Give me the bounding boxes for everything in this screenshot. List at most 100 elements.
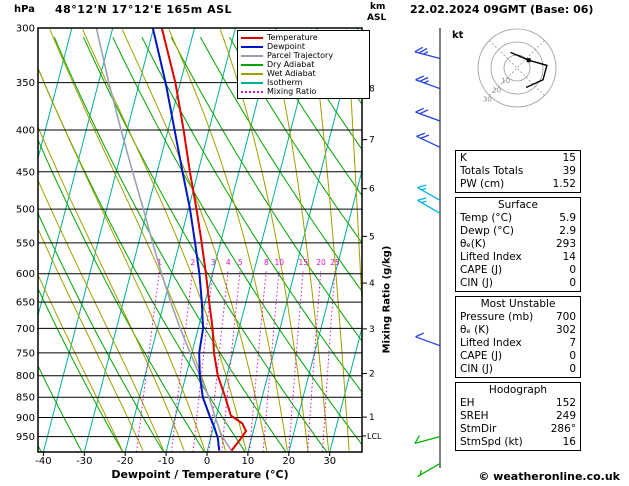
svg-text:10: 10 <box>501 77 510 85</box>
row-label: StmDir <box>460 423 497 435</box>
svg-text:700: 700 <box>16 324 35 335</box>
svg-text:800: 800 <box>16 371 35 382</box>
axis-tick-labels: 3003504004505005506006507007508008509009… <box>16 24 382 468</box>
row-value: 0 <box>569 363 576 375</box>
svg-text:-20: -20 <box>117 456 133 467</box>
legend-swatch <box>241 63 263 66</box>
table-row: Lifted Index 7 <box>456 337 580 350</box>
hodograph-table: Hodograph EH 152 SREH 249 StmDir 286° StmSp… <box>455 382 581 451</box>
row-value: 1.52 <box>552 178 576 190</box>
table-row: StmDir 286° <box>456 423 580 436</box>
svg-text:8: 8 <box>264 258 269 267</box>
row-label: Dewp (°C) <box>460 225 514 237</box>
svg-text:900: 900 <box>16 413 35 424</box>
row-value: 16 <box>562 436 576 448</box>
sounding-profiles <box>95 28 247 452</box>
table-row: EH 152 <box>456 397 580 410</box>
table-title: Hodograph <box>488 384 548 396</box>
table-row: PW (cm) 1.52 <box>456 178 580 191</box>
table-row: Pressure (mb) 700 <box>456 311 580 324</box>
credit: © weatheronline.co.uk <box>478 470 620 483</box>
row-label: θₑ (K) <box>460 324 490 336</box>
table-row: CAPE (J) 0 <box>456 264 580 277</box>
legend-item-label: Mixing Ratio <box>267 87 317 96</box>
legend-swatch <box>241 36 263 39</box>
svg-text:0: 0 <box>204 456 210 467</box>
row-label: Lifted Index <box>460 337 522 349</box>
row-value: 15 <box>562 152 576 164</box>
temperature-line <box>160 28 247 452</box>
row-value: 5.9 <box>559 212 576 224</box>
table-title: Surface <box>497 199 538 211</box>
table-row: Lifted Index 14 <box>456 251 580 264</box>
svg-text:1: 1 <box>157 258 162 267</box>
legend-swatch <box>241 45 263 48</box>
row-label: θₑ(K) <box>460 238 486 250</box>
plot-border <box>37 27 363 453</box>
mixing-ratio-axis-text: Mixing Ratio (g/kg) <box>381 245 393 354</box>
row-value: 302 <box>555 324 576 336</box>
row-value: 2.9 <box>559 225 576 237</box>
table-row: K 15 <box>456 152 580 165</box>
table-row: SREH 249 <box>456 410 580 423</box>
hodograph-trace <box>510 51 548 89</box>
row-label: Temp (°C) <box>460 212 513 224</box>
pressure-unit-label: hPa <box>14 4 35 15</box>
legend-swatch <box>241 81 263 84</box>
svg-text:3: 3 <box>369 325 375 335</box>
table-row: CAPE (J) 0 <box>456 350 580 363</box>
row-label: Totals Totals <box>460 165 524 177</box>
mixing-ratio-axis-title: Mixing Ratio (g/kg) <box>382 234 395 366</box>
table-row: Totals Totals 39 <box>456 165 580 178</box>
svg-text:15: 15 <box>299 258 309 267</box>
svg-text:4: 4 <box>369 279 375 289</box>
svg-text:300: 300 <box>16 24 35 35</box>
row-label: PW (cm) <box>460 178 505 190</box>
row-value: 0 <box>569 350 576 362</box>
table-row: CIN (J) 0 <box>456 363 580 376</box>
hodograph-storm-marker <box>526 58 531 63</box>
svg-text:30: 30 <box>323 456 336 467</box>
svg-text:30: 30 <box>483 96 492 104</box>
hodograph-unit-label: kt <box>452 30 464 41</box>
svg-text:400: 400 <box>16 125 35 136</box>
legend: Temperature Dewpoint Parcel Trajectory D… <box>237 30 370 99</box>
legend-item-label: Wet Adiabat <box>267 69 316 78</box>
row-label: SREH <box>460 410 489 422</box>
svg-text:8: 8 <box>369 85 375 95</box>
svg-text:-30: -30 <box>76 456 92 467</box>
svg-text:350: 350 <box>16 78 35 89</box>
legend-item: Wet Adiabat <box>241 69 366 78</box>
row-label: CAPE (J) <box>460 350 503 362</box>
row-value: 0 <box>569 264 576 276</box>
x-axis-title: Dewpoint / Temperature (°C) <box>111 468 289 481</box>
svg-text:450: 450 <box>16 167 35 178</box>
legend-item: Dry Adiabat <box>241 60 366 69</box>
svg-text:500: 500 <box>16 205 35 216</box>
svg-text:750: 750 <box>16 348 35 359</box>
row-label: CIN (J) <box>460 277 493 289</box>
svg-text:20: 20 <box>492 86 501 94</box>
row-value: 152 <box>555 397 576 409</box>
row-value: 293 <box>555 238 576 250</box>
legend-item-label: Dry Adiabat <box>267 60 315 69</box>
svg-text:3: 3 <box>211 258 216 267</box>
row-value: 700 <box>555 311 576 323</box>
station-title: 48°12'N 17°12'E 165m ASL <box>55 3 233 16</box>
svg-text:LCL: LCL <box>367 432 382 441</box>
svg-text:10: 10 <box>274 258 284 267</box>
altitude-unit-km-label: km <box>370 2 386 12</box>
svg-text:5: 5 <box>369 232 375 242</box>
svg-text:20: 20 <box>316 258 326 267</box>
legend-item-label: Temperature <box>267 33 318 42</box>
table-row: StmSpd (kt) 16 <box>456 436 580 449</box>
row-value: 249 <box>555 410 576 422</box>
svg-text:6: 6 <box>369 185 375 195</box>
legend-swatch <box>241 54 263 57</box>
legend-item: Isotherm <box>241 78 366 87</box>
svg-text:850: 850 <box>16 393 35 404</box>
wind-barbs <box>414 46 441 478</box>
legend-item-label: Dewpoint <box>267 42 306 51</box>
